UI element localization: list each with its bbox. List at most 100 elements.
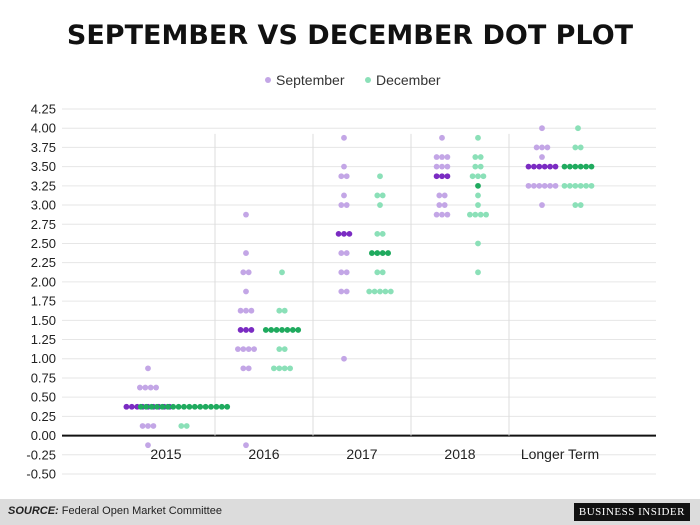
december-median-dot <box>577 163 584 170</box>
september-dot <box>439 154 445 160</box>
september-dot <box>237 307 244 314</box>
september-dot <box>541 182 548 189</box>
september-dot <box>536 182 543 189</box>
december-dot <box>382 288 389 295</box>
december-dot <box>583 182 589 189</box>
december-median-dot <box>202 403 209 410</box>
y-tick-label: 1.75 <box>31 294 56 309</box>
december-median-dot <box>164 403 171 410</box>
december-dot <box>377 202 383 208</box>
september-dot <box>248 307 255 314</box>
y-tick-label: 2.75 <box>31 217 56 232</box>
december-median-dot <box>218 403 225 410</box>
september-dot <box>240 365 247 372</box>
september-dot <box>338 288 345 295</box>
september-median-dot <box>346 230 353 237</box>
legend-label-september: September <box>276 72 345 88</box>
september-dot <box>439 211 445 218</box>
december-median-dot <box>208 403 214 410</box>
december-dot <box>475 240 481 247</box>
y-tick-label: -0.50 <box>26 467 56 482</box>
september-dot <box>441 202 448 208</box>
footer-bar: SOURCE: Federal Open Market Committee BU… <box>0 499 700 525</box>
december-dot <box>371 288 378 295</box>
december-dot <box>475 192 481 199</box>
september-dot <box>240 269 247 276</box>
september-median-dot <box>341 230 347 237</box>
september-dot <box>145 423 151 429</box>
december-dot <box>561 182 568 189</box>
december-dot <box>379 269 386 276</box>
december-median-dot <box>154 403 160 410</box>
december-median-dot <box>561 163 568 170</box>
september-dot <box>525 182 532 189</box>
december-dot <box>366 288 373 295</box>
september-dot <box>444 163 451 170</box>
september-dot <box>441 192 448 199</box>
september-dot <box>433 154 440 160</box>
x-category-label: 2018 <box>444 446 475 462</box>
y-tick-label: 1.00 <box>31 351 56 366</box>
december-median-dot <box>175 403 182 410</box>
y-tick-label: 0.00 <box>31 428 56 443</box>
y-tick-label: 2.50 <box>31 236 56 251</box>
september-median-dot <box>525 163 532 170</box>
y-axis-ticks: 4.25 4.00 3.75 3.50 3.25 3.00 2.75 2.50 2.25 2.00… <box>26 102 56 482</box>
september-median-dot <box>536 163 543 170</box>
december-dot <box>588 182 595 189</box>
y-tick-label: 2.00 <box>31 274 56 289</box>
september-dot <box>539 154 545 160</box>
december-median-dot <box>583 163 589 170</box>
september-median-dot <box>123 403 130 410</box>
december-median-dot <box>475 182 481 189</box>
september-dot <box>341 192 347 199</box>
december-dot <box>387 288 394 295</box>
september-median-dot <box>128 403 135 410</box>
business-insider-logo: BUSINESS INSIDER <box>573 503 690 521</box>
september-dot <box>142 384 149 391</box>
september-dot <box>243 307 249 314</box>
december-dot <box>477 154 484 160</box>
y-tick-label: 1.25 <box>31 332 56 347</box>
september-dot <box>544 144 551 151</box>
december-dot <box>374 192 381 199</box>
dot-plot-chart: SEPTEMBER VS DECEMBER DOT PLOT September… <box>26 20 656 482</box>
december-median-dot <box>572 163 579 170</box>
december-median-dot <box>567 163 573 170</box>
december-dot <box>467 211 473 218</box>
september-dot <box>338 202 345 208</box>
december-dot <box>475 269 481 276</box>
september-dot <box>245 269 252 276</box>
september-median-dot <box>547 163 553 170</box>
september-median-dot <box>433 173 440 180</box>
september-median-dot <box>444 173 451 180</box>
september-dot <box>444 211 451 218</box>
december-dot <box>480 173 487 180</box>
september-dot <box>338 269 345 276</box>
december-dot <box>281 346 288 353</box>
december-dot <box>572 202 579 208</box>
y-tick-label: 3.50 <box>31 159 56 174</box>
december-median-dot <box>385 250 391 256</box>
september-dot <box>145 365 151 372</box>
september-dot <box>243 288 249 295</box>
source-label: SOURCE: <box>8 505 59 517</box>
september-dot <box>343 173 350 180</box>
y-tick-label: 0.50 <box>31 390 56 405</box>
december-median-dot <box>279 327 285 333</box>
september-dot <box>433 163 440 170</box>
december-dot <box>475 173 481 180</box>
december-median-dot <box>159 403 166 410</box>
september-median-dot <box>552 163 559 170</box>
december-median-dot <box>289 327 296 333</box>
september-median-dot <box>243 327 249 333</box>
data-points <box>123 125 595 449</box>
december-median-dot <box>369 250 375 256</box>
september-dot <box>552 182 559 189</box>
september-dot <box>240 346 247 353</box>
legend-marker-december <box>365 77 371 83</box>
y-tick-label: 2.25 <box>31 255 56 270</box>
december-dot <box>475 202 481 208</box>
december-median-dot <box>137 403 144 410</box>
x-category-label: Longer Term <box>521 446 599 462</box>
